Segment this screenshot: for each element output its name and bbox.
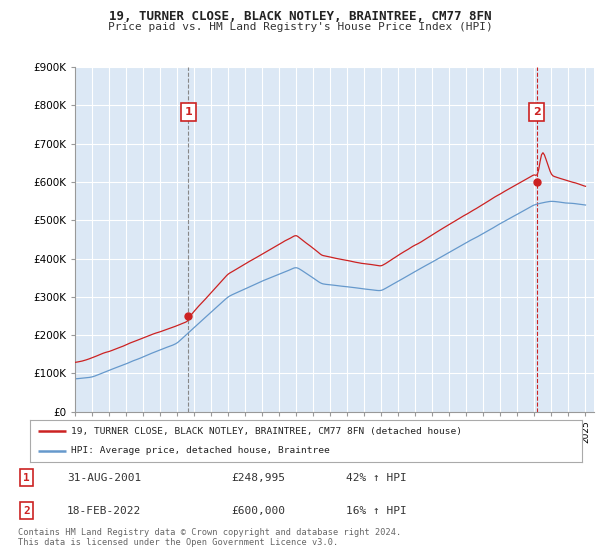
Text: £248,995: £248,995 xyxy=(231,473,285,483)
Text: 16% ↑ HPI: 16% ↑ HPI xyxy=(346,506,407,516)
Text: 1: 1 xyxy=(23,473,30,483)
Text: £600,000: £600,000 xyxy=(231,506,285,516)
Text: 2: 2 xyxy=(23,506,30,516)
Text: Price paid vs. HM Land Registry's House Price Index (HPI): Price paid vs. HM Land Registry's House … xyxy=(107,22,493,32)
Text: 1: 1 xyxy=(185,107,193,117)
Text: HPI: Average price, detached house, Braintree: HPI: Average price, detached house, Brai… xyxy=(71,446,330,455)
Text: 2: 2 xyxy=(533,107,541,117)
Text: 31-AUG-2001: 31-AUG-2001 xyxy=(67,473,141,483)
Text: 19, TURNER CLOSE, BLACK NOTLEY, BRAINTREE, CM77 8FN (detached house): 19, TURNER CLOSE, BLACK NOTLEY, BRAINTRE… xyxy=(71,427,463,436)
Text: 18-FEB-2022: 18-FEB-2022 xyxy=(67,506,141,516)
Text: 42% ↑ HPI: 42% ↑ HPI xyxy=(346,473,407,483)
Text: 19, TURNER CLOSE, BLACK NOTLEY, BRAINTREE, CM77 8FN: 19, TURNER CLOSE, BLACK NOTLEY, BRAINTRE… xyxy=(109,10,491,23)
Text: Contains HM Land Registry data © Crown copyright and database right 2024.
This d: Contains HM Land Registry data © Crown c… xyxy=(18,528,401,548)
